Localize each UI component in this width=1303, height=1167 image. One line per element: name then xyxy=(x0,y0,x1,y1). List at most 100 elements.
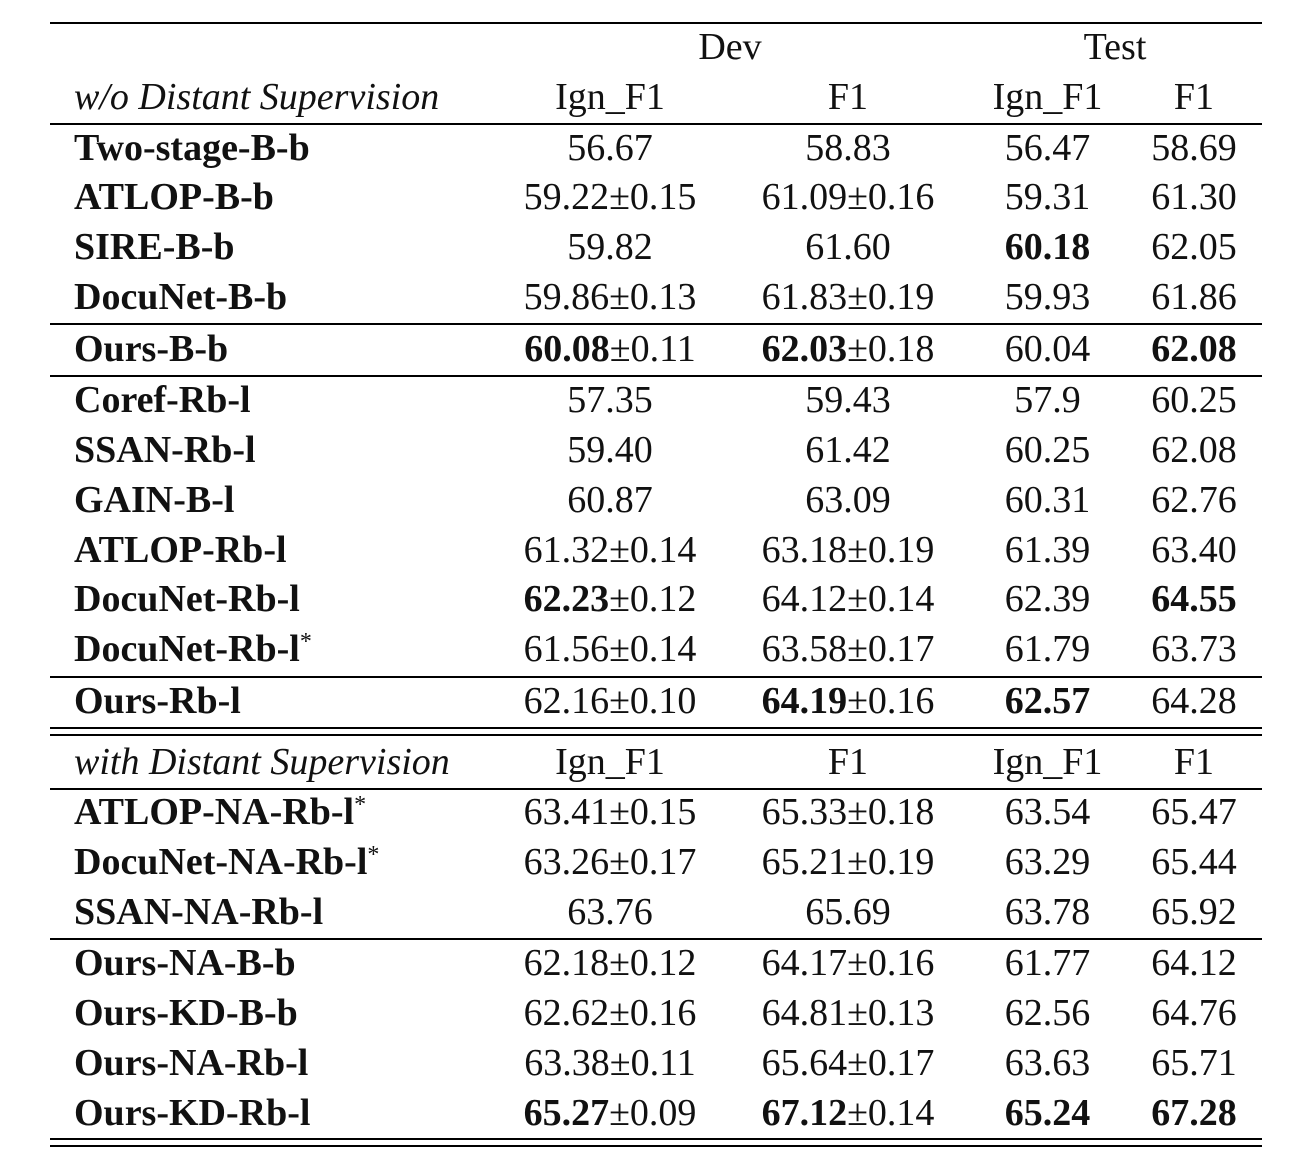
test-ign-f1-cell-value: 60.18 xyxy=(1004,226,1091,268)
test-f1-cell: 64.12 xyxy=(1140,938,1248,988)
section-double-rule xyxy=(50,727,1262,729)
test-f1-cell: 62.08 xyxy=(1140,324,1248,374)
model-name: SSAN-Rb-l xyxy=(74,425,514,475)
test-ign-f1-cell: 57.9 xyxy=(990,375,1105,425)
header-row-columns: with Distant Supervision Ign_F1 F1 Ign_F… xyxy=(0,737,1303,787)
test-f1-cell: 58.69 xyxy=(1140,123,1248,173)
dev-f1-cell: 58.83 xyxy=(748,123,948,173)
model-name: ATLOP-B-b xyxy=(74,172,514,222)
model-name: Ours-NA-Rb-l xyxy=(74,1038,514,1088)
model-name-text: Ours-NA-B-b xyxy=(74,942,296,984)
model-name-text: DocuNet-NA-Rb-l xyxy=(74,841,368,883)
model-name-text: Ours-KD-B-b xyxy=(74,992,298,1034)
dev-f1-cell-std: ±0.19 xyxy=(847,529,935,571)
model-name: DocuNet-B-b xyxy=(74,272,514,322)
dev-ign-f1-cell-value: 62.23 xyxy=(523,578,610,620)
test-ign-f1-cell: 62.57 xyxy=(990,676,1105,726)
col-test-ign: Ign_F1 xyxy=(992,741,1103,783)
model-name-text: SSAN-Rb-l xyxy=(74,429,256,471)
model-name: Ours-Rb-l xyxy=(74,676,514,726)
test-f1-cell: 67.28 xyxy=(1140,1088,1248,1138)
dev-f1-cell-std: ±0.16 xyxy=(847,176,935,218)
model-name-text: ATLOP-B-b xyxy=(74,176,274,218)
model-name-text: Ours-B-b xyxy=(74,328,229,370)
section-label: with Distant Supervision xyxy=(74,741,450,783)
dev-ign-f1-cell-std: ±0.16 xyxy=(609,992,697,1034)
dev-f1-cell-value: 65.33 xyxy=(761,791,848,833)
group-rule xyxy=(50,375,1262,377)
dev-ign-f1-cell-std: ±0.17 xyxy=(609,841,697,883)
dev-ign-f1-cell-value: 63.41 xyxy=(523,791,610,833)
dev-ign-f1-cell: 62.62±0.16 xyxy=(510,988,710,1038)
section-double-rule xyxy=(50,734,1262,736)
dev-ign-f1-cell: 60.08±0.11 xyxy=(510,324,710,374)
model-name: DocuNet-Rb-l* xyxy=(74,624,514,674)
test-f1-cell: 63.73 xyxy=(1140,624,1248,674)
test-ign-f1-cell: 63.29 xyxy=(990,837,1105,887)
dev-ign-f1-cell-value: 61.56 xyxy=(523,628,610,670)
model-name: DocuNet-Rb-l xyxy=(74,574,514,624)
test-f1-cell: 63.40 xyxy=(1140,525,1248,575)
test-ign-f1-cell-value: 60.04 xyxy=(1004,328,1091,370)
test-ign-f1-cell-value: 59.31 xyxy=(1004,176,1091,218)
model-name-text: DocuNet-B-b xyxy=(74,276,288,318)
test-f1-cell-value: 61.30 xyxy=(1151,176,1237,218)
dev-ign-f1-cell: 59.82 xyxy=(510,222,710,272)
test-f1-cell-value: 58.69 xyxy=(1151,127,1237,169)
dev-f1-cell-std: ±0.17 xyxy=(847,628,935,670)
dev-ign-f1-cell-value: 59.82 xyxy=(567,226,653,268)
test-ign-f1-cell: 60.25 xyxy=(990,425,1105,475)
table-row: Ours-B-b 60.08±0.11 62.03±0.18 60.04 62.08 xyxy=(0,324,1303,374)
dev-f1-cell-value: 61.83 xyxy=(761,276,848,318)
header-row-columns: w/o Distant Supervision Ign_F1 F1 Ign_F1… xyxy=(0,72,1303,122)
header-rule xyxy=(50,788,1262,790)
test-ign-f1-cell-value: 61.39 xyxy=(1004,529,1091,571)
col-dev-f1: F1 xyxy=(827,76,869,118)
dev-f1-cell: 65.64±0.17 xyxy=(748,1038,948,1088)
dev-ign-f1-cell-std: ±0.15 xyxy=(609,791,697,833)
dev-ign-f1-cell-value: 62.62 xyxy=(523,992,610,1034)
test-f1-cell-value: 62.05 xyxy=(1151,226,1237,268)
dev-f1-cell: 61.42 xyxy=(748,425,948,475)
dev-ign-f1-cell-std: ±0.14 xyxy=(609,628,697,670)
test-ign-f1-cell: 62.56 xyxy=(990,988,1105,1038)
test-ign-f1-cell: 60.04 xyxy=(990,324,1105,374)
model-name: Ours-B-b xyxy=(74,324,514,374)
dev-f1-cell: 64.17±0.16 xyxy=(748,938,948,988)
test-f1-cell: 62.05 xyxy=(1140,222,1248,272)
dev-f1-cell-std: ±0.16 xyxy=(847,942,935,984)
asterisk-mark: * xyxy=(299,629,312,655)
dev-ign-f1-cell-value: 61.32 xyxy=(523,529,610,571)
test-ign-f1-cell: 62.39 xyxy=(990,574,1105,624)
dev-ign-f1-cell: 62.23±0.12 xyxy=(510,574,710,624)
dev-ign-f1-cell: 59.40 xyxy=(510,425,710,475)
test-f1-cell-value: 65.44 xyxy=(1151,841,1237,883)
dev-f1-cell-value: 59.43 xyxy=(805,379,891,421)
dev-f1-cell: 59.43 xyxy=(748,375,948,425)
dev-ign-f1-cell: 63.38±0.11 xyxy=(510,1038,710,1088)
test-ign-f1-cell-value: 61.77 xyxy=(1004,942,1091,984)
table-row: ATLOP-B-b 59.22±0.15 61.09±0.16 59.31 61.30 xyxy=(0,172,1303,222)
section-label: w/o Distant Supervision xyxy=(74,76,440,118)
group-rule xyxy=(50,938,1262,940)
test-ign-f1-cell: 63.63 xyxy=(990,1038,1105,1088)
dev-ign-f1-cell-std: ±0.12 xyxy=(609,578,697,620)
test-ign-f1-cell-value: 60.25 xyxy=(1004,429,1091,471)
dev-f1-cell-std: ±0.19 xyxy=(847,276,935,318)
table-row: Ours-Rb-l 62.16±0.10 64.19±0.16 62.57 64.28 xyxy=(0,676,1303,726)
dev-ign-f1-cell-value: 57.35 xyxy=(567,379,653,421)
dev-f1-cell-std: ±0.16 xyxy=(847,680,935,722)
dev-ign-f1-cell: 61.56±0.14 xyxy=(510,624,710,674)
dev-f1-cell: 61.83±0.19 xyxy=(748,272,948,322)
dev-ign-f1-cell-std: ±0.11 xyxy=(609,1042,696,1084)
dev-f1-cell-value: 64.81 xyxy=(761,992,848,1034)
model-name: SIRE-B-b xyxy=(74,222,514,272)
model-name: Ours-NA-B-b xyxy=(74,938,514,988)
table-row: DocuNet-Rb-l 62.23±0.12 64.12±0.14 62.39 64.… xyxy=(0,574,1303,624)
table-row: SSAN-Rb-l 59.40 61.42 60.25 62.08 xyxy=(0,425,1303,475)
dev-ign-f1-cell: 62.18±0.12 xyxy=(510,938,710,988)
model-name: ATLOP-Rb-l xyxy=(74,525,514,575)
test-ign-f1-cell-value: 60.31 xyxy=(1004,479,1091,521)
test-f1-cell: 65.71 xyxy=(1140,1038,1248,1088)
table-row: Ours-NA-B-b 62.18±0.12 64.17±0.16 61.77 64.1… xyxy=(0,938,1303,988)
